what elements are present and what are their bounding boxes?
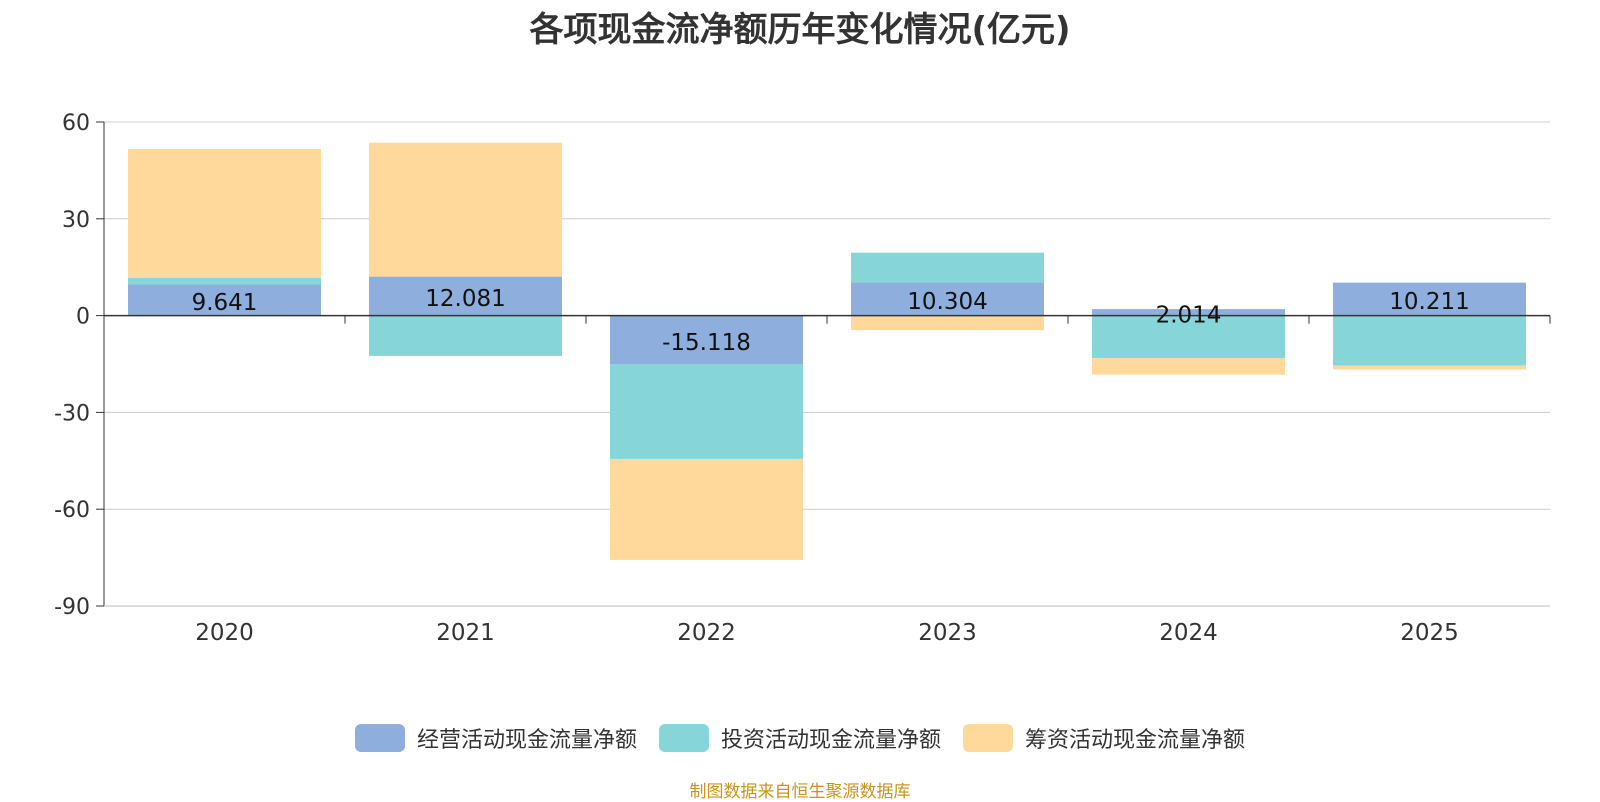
y-tick-label: -30 bbox=[54, 401, 90, 426]
y-tick-label: 30 bbox=[62, 208, 90, 233]
x-tick-label: 2022 bbox=[677, 620, 736, 646]
legend-item-financing[interactable]: 筹资活动现金流量净额 bbox=[963, 722, 1245, 754]
bar-investing-2025 bbox=[1333, 315, 1526, 366]
data-label: 9.641 bbox=[192, 290, 258, 316]
y-tick-label: 60 bbox=[62, 111, 90, 136]
source-note: 制图数据来自恒生聚源数据库 bbox=[689, 782, 911, 802]
legend-swatch-operating bbox=[354, 724, 405, 752]
data-label: 12.081 bbox=[425, 286, 505, 312]
legend-item-investing[interactable]: 投资活动现金流量净额 bbox=[658, 722, 941, 754]
bar-financing-2025 bbox=[1333, 365, 1526, 370]
bar-operating-2025 bbox=[1333, 282, 1526, 316]
bar-operating-2022 bbox=[610, 315, 803, 365]
stacked-bar-chart: 60 30 0 -30 -60 -90 2020 2021 2022 2023 2024 2025 9.… bbox=[54, 111, 1551, 646]
data-label: 10.211 bbox=[1389, 289, 1469, 315]
legend-label-operating: 经营活动现金流量净额 bbox=[416, 728, 637, 753]
legend: 经营活动现金流量净额 投资活动现金流量净额 筹资活动现金流量净额 bbox=[0, 722, 1600, 754]
legend-swatch-investing bbox=[658, 724, 709, 752]
bar-investing-2020 bbox=[128, 278, 321, 285]
legend-item-operating[interactable]: 经营活动现金流量净额 bbox=[354, 722, 637, 754]
bar-financing-2021 bbox=[369, 142, 562, 277]
data-label: -15.118 bbox=[662, 330, 751, 356]
legend-label-financing: 筹资活动现金流量净额 bbox=[1025, 728, 1246, 753]
y-tick-label: -60 bbox=[54, 498, 90, 523]
bar-operating-2024 bbox=[1092, 309, 1285, 316]
y-tick-label: 0 bbox=[76, 305, 90, 330]
bar-financing-2022 bbox=[610, 458, 803, 560]
chart-title: 各项现金流净额历年变化情况(亿元) bbox=[529, 10, 1071, 50]
y-tick-label: -90 bbox=[54, 595, 90, 620]
bar-operating-2021 bbox=[369, 276, 562, 316]
data-label: 2.014 bbox=[1156, 302, 1222, 328]
bar-financing-2024 bbox=[1092, 358, 1285, 375]
bar-investing-2023 bbox=[851, 252, 1044, 283]
bar-operating-2020 bbox=[128, 284, 321, 316]
legend-label-investing: 投资活动现金流量净额 bbox=[720, 728, 941, 753]
legend-swatch-financing bbox=[963, 724, 1013, 752]
bar-investing-2024 bbox=[1092, 315, 1285, 359]
bar-operating-2023 bbox=[851, 282, 1044, 316]
x-tick-label: 2024 bbox=[1159, 620, 1218, 646]
bar-investing-2021 bbox=[369, 315, 562, 356]
x-tick-label: 2020 bbox=[195, 620, 254, 646]
bar-financing-2020 bbox=[128, 148, 321, 279]
x-tick-label: 2021 bbox=[436, 620, 495, 646]
x-tick-label: 2023 bbox=[918, 620, 977, 646]
bar-financing-2023 bbox=[851, 315, 1044, 331]
data-label: 10.304 bbox=[907, 289, 987, 315]
x-tick-label: 2025 bbox=[1400, 620, 1459, 646]
bar-investing-2022 bbox=[610, 364, 803, 459]
